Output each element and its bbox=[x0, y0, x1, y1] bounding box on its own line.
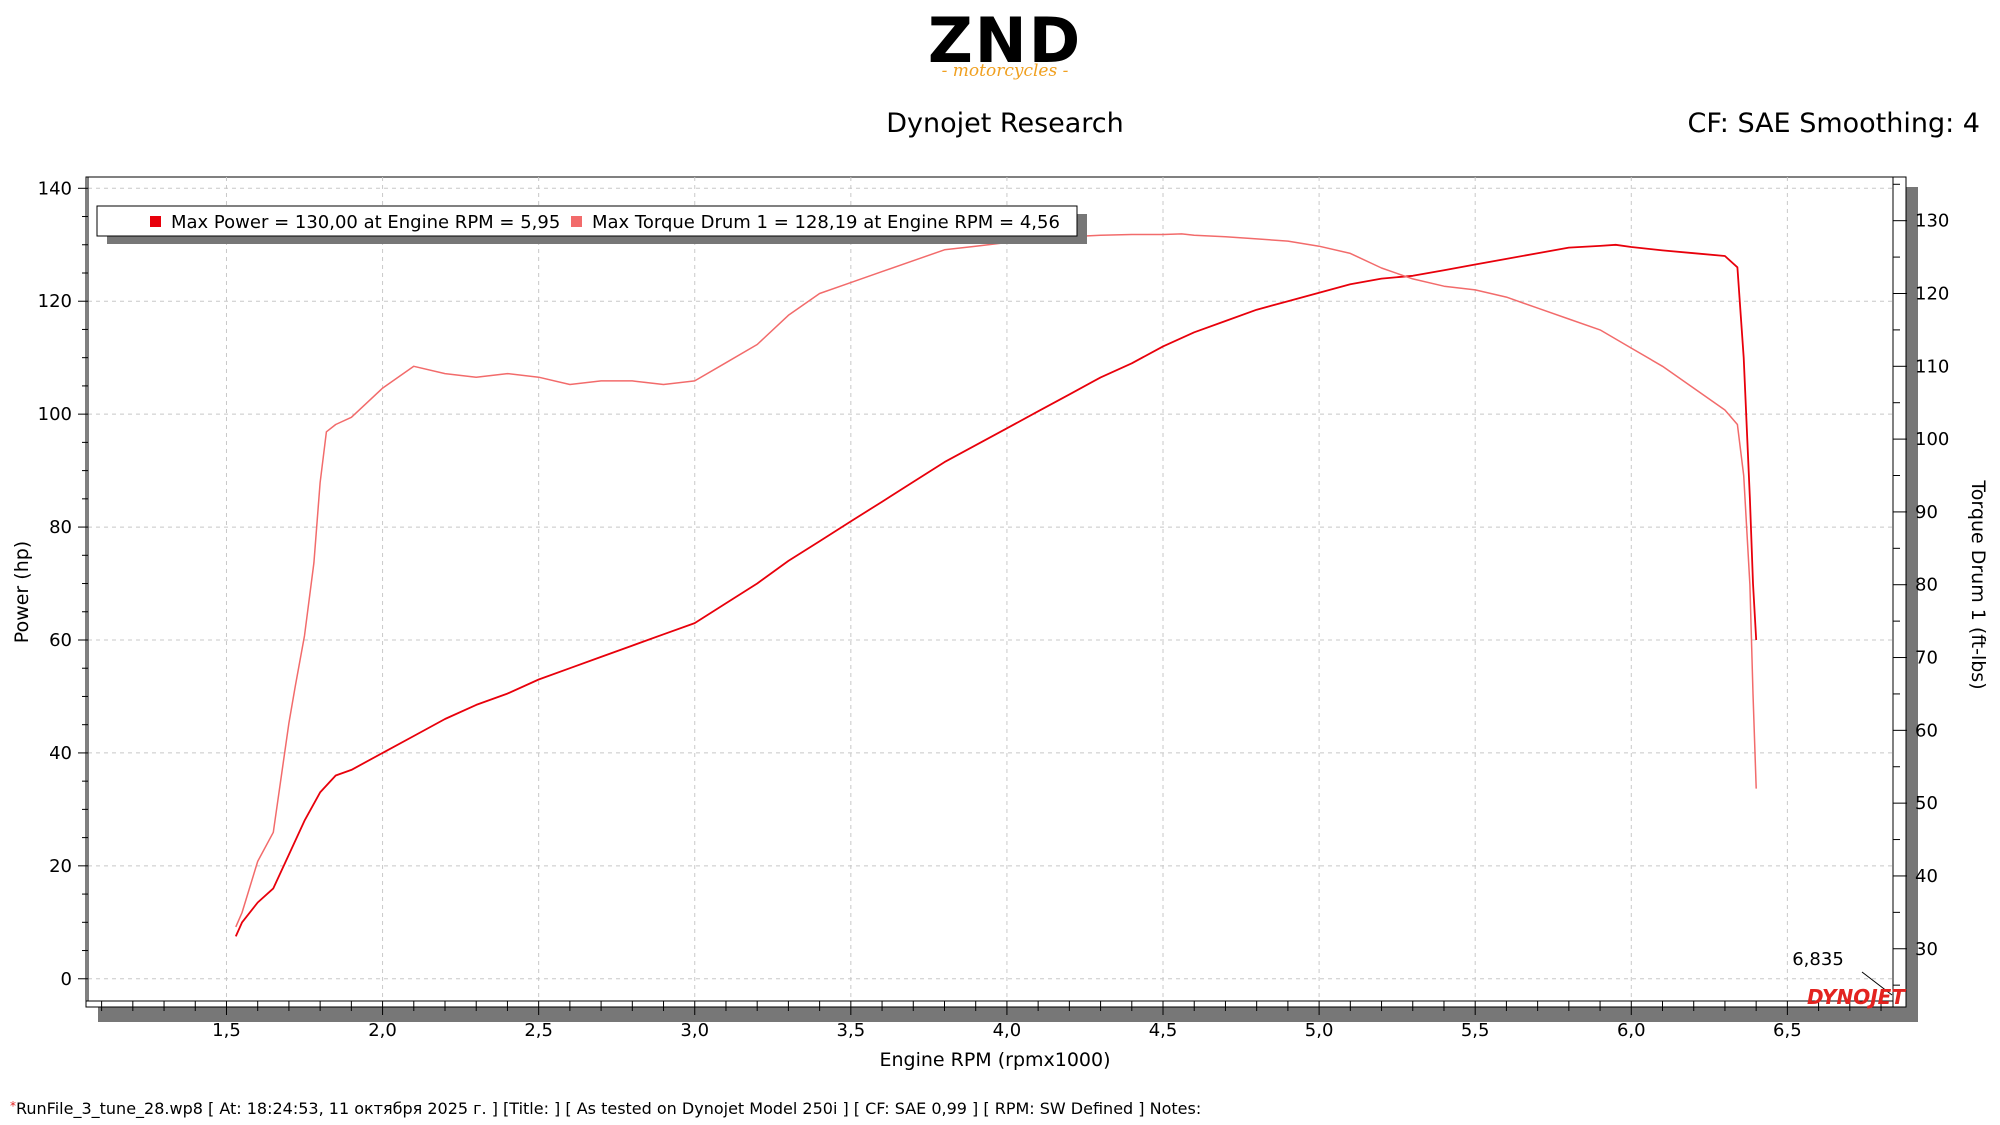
cursor-pointer bbox=[1861, 971, 1893, 996]
logo-text: ZND bbox=[928, 4, 1082, 77]
torque-tick-label: 120 bbox=[1915, 283, 1949, 304]
rpm-tick-label: 4,5 bbox=[1149, 1020, 1178, 1041]
rpm-axis: 1,5 2,0 2,5 3,0 3,5 4,0 4,5 5,0 5,5 6,0 6,5 bbox=[86, 1000, 1893, 1041]
run-info-footer: *RunFile_3_tune_28.wp8 [ At: 18:24:53, 1… bbox=[10, 1099, 1201, 1118]
torque-tick-label: 80 bbox=[1915, 575, 1938, 596]
rpm-tick-label: 5,0 bbox=[1305, 1020, 1334, 1041]
grid bbox=[88, 177, 1893, 1001]
rpm-tick-label: 4,0 bbox=[993, 1020, 1022, 1041]
dynojet-logo: DYNOJET bbox=[1807, 985, 1906, 1009]
power-tick-label: 100 bbox=[38, 404, 72, 425]
rpm-tick-label: 6,0 bbox=[1617, 1020, 1646, 1041]
plot-area bbox=[85, 176, 1907, 1008]
logo-subtitle: - motorcycles - bbox=[942, 61, 1069, 81]
legend: Max Power = 130,00 at Engine RPM = 5,95 … bbox=[96, 205, 1087, 244]
power-curve bbox=[234, 243, 1758, 937]
torque-curve bbox=[235, 233, 1757, 928]
torque-tick-label: 30 bbox=[1915, 939, 1938, 960]
torque-axis: 30 40 50 60 70 80 90 100 110 120 130 bbox=[1892, 177, 1949, 1007]
header-info: CF: SAE Smoothing: 4 bbox=[1687, 108, 1980, 139]
header-title: Dynojet Research bbox=[886, 108, 1124, 139]
cursor-annotation: 6,835 bbox=[1792, 949, 1893, 996]
footer-mark: * bbox=[10, 1099, 16, 1113]
rpm-tick-label: 2,5 bbox=[524, 1020, 553, 1041]
rpm-tick-label: 3,0 bbox=[680, 1020, 709, 1041]
rpm-tick-label: 3,5 bbox=[837, 1020, 866, 1041]
power-tick-label: 60 bbox=[49, 630, 72, 651]
rpm-tick-label: 6,5 bbox=[1773, 1020, 1802, 1041]
torque-tick-label: 40 bbox=[1915, 866, 1938, 887]
power-tick-label: 80 bbox=[49, 517, 72, 538]
series-layer bbox=[234, 233, 1758, 937]
rpm-tick-label: 5,5 bbox=[1461, 1020, 1490, 1041]
x-axis-title: Engine RPM (rpmx1000) bbox=[879, 1049, 1110, 1071]
legend-swatch-power bbox=[150, 216, 161, 227]
legend-swatch-torque bbox=[571, 216, 582, 227]
power-tick-label: 140 bbox=[38, 178, 72, 199]
torque-tick-label: 70 bbox=[1915, 648, 1938, 669]
y-axis-title: Power (hp) bbox=[11, 541, 33, 643]
rpm-tick-label: 2,0 bbox=[368, 1020, 397, 1041]
torque-tick-label: 90 bbox=[1915, 502, 1938, 523]
legend-item-torque: Max Torque Drum 1 = 128,19 at Engine RPM… bbox=[592, 212, 1060, 233]
power-axis: 0 20 40 60 80 100 120 140 bbox=[38, 177, 89, 1001]
torque-tick-label: 60 bbox=[1915, 720, 1938, 741]
y2-axis-title: Torque Drum 1 (ft-lbs) bbox=[1967, 479, 1989, 689]
torque-tick-label: 100 bbox=[1915, 429, 1949, 450]
cursor-label: 6,835 bbox=[1792, 949, 1844, 970]
rpm-tick-label: 1,5 bbox=[212, 1020, 241, 1041]
footer-text: RunFile_3_tune_28.wp8 [ At: 18:24:53, 11… bbox=[16, 1099, 1202, 1118]
legend-item-power: Max Power = 130,00 at Engine RPM = 5,95 bbox=[171, 212, 560, 233]
power-tick-label: 40 bbox=[49, 743, 72, 764]
znd-logo: ZND - motorcycles - bbox=[928, 4, 1082, 81]
legend-box bbox=[96, 205, 1078, 237]
power-tick-label: 0 bbox=[61, 969, 72, 990]
torque-tick-label: 130 bbox=[1915, 211, 1949, 232]
power-tick-label: 120 bbox=[38, 291, 72, 312]
torque-tick-label: 110 bbox=[1915, 356, 1949, 377]
torque-tick-label: 50 bbox=[1915, 793, 1938, 814]
power-tick-label: 20 bbox=[49, 856, 72, 877]
